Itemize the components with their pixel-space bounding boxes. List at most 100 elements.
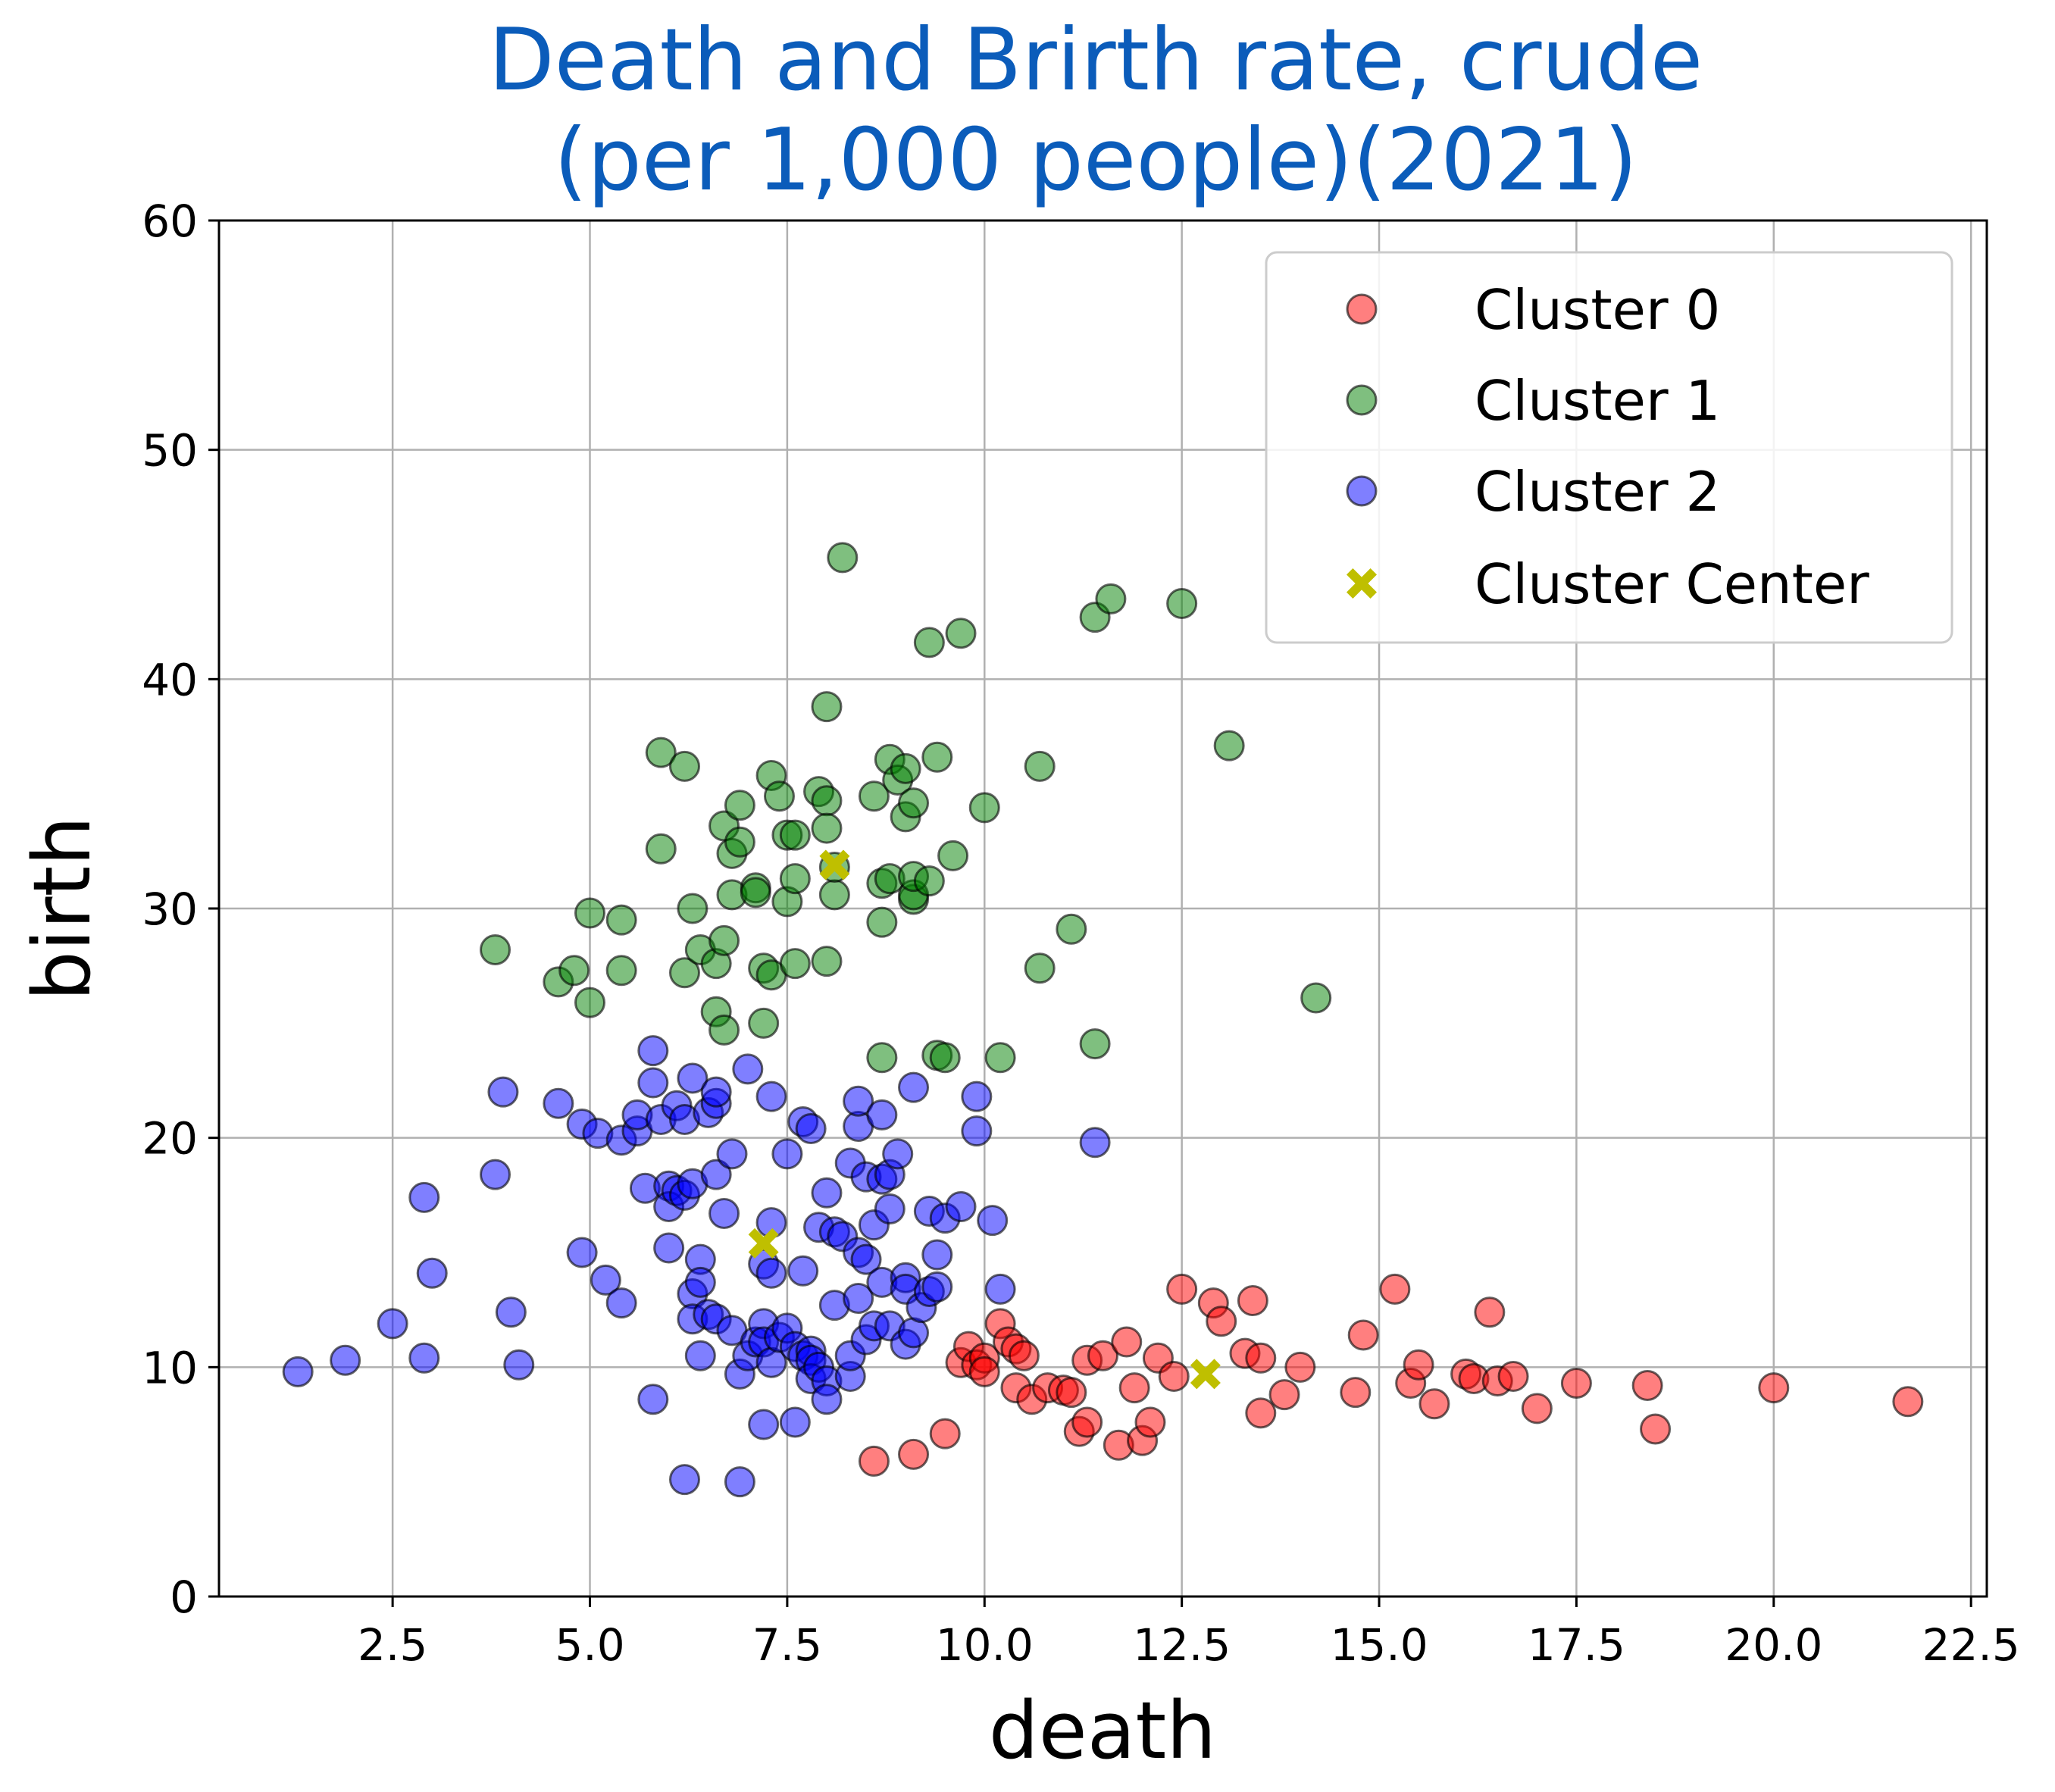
cluster-0-point bbox=[929, 1418, 961, 1450]
cluster-2-point bbox=[377, 1308, 408, 1340]
cluster-1-point bbox=[1300, 982, 1332, 1014]
cluster-0-point bbox=[1474, 1296, 1506, 1328]
cluster-1-point bbox=[1166, 587, 1198, 619]
cluster-1-point bbox=[811, 691, 843, 723]
cluster-1-point bbox=[605, 955, 637, 987]
cluster-2-point bbox=[843, 1283, 874, 1315]
y-axis-ticks: 0 10 20 30 40 50 60 bbox=[142, 195, 219, 1623]
cluster-1-point bbox=[1095, 583, 1127, 615]
cluster-2-point bbox=[748, 1409, 780, 1440]
y-tick-label: 30 bbox=[142, 883, 198, 935]
cluster-1-point bbox=[724, 790, 755, 821]
cluster-2-point bbox=[921, 1239, 953, 1271]
cluster-1-point bbox=[779, 863, 811, 895]
x-tick-label: 12.5 bbox=[1133, 1619, 1231, 1671]
cluster-2-point bbox=[755, 1081, 787, 1112]
cluster-1-point bbox=[811, 946, 843, 977]
cluster-0-point bbox=[1892, 1386, 1924, 1418]
x-tick-label: 2.5 bbox=[358, 1619, 427, 1671]
cluster-1-point bbox=[1056, 913, 1087, 945]
y-tick-label: 20 bbox=[142, 1113, 198, 1165]
cluster-1-point bbox=[921, 741, 953, 773]
cluster-1-point bbox=[748, 1007, 780, 1039]
cluster-2-point bbox=[590, 1264, 621, 1296]
legend-box bbox=[1265, 251, 1953, 644]
cluster-0-point bbox=[1268, 1379, 1300, 1411]
cluster-2-point bbox=[1079, 1127, 1111, 1159]
x-tick-label: 20.0 bbox=[1725, 1619, 1822, 1671]
cluster-2-point bbox=[866, 1099, 898, 1131]
cluster-0-point bbox=[968, 1356, 1000, 1387]
cluster-0-point bbox=[1111, 1326, 1143, 1358]
cluster-0-point bbox=[1758, 1372, 1790, 1404]
cluster-2-point bbox=[811, 1384, 843, 1415]
chart-title-line1: Death and Brirth rate, crude bbox=[489, 10, 1703, 110]
cluster-0-point bbox=[1284, 1351, 1316, 1383]
cluster-0-point bbox=[1087, 1340, 1118, 1371]
cluster-2-point bbox=[779, 1406, 811, 1438]
cluster-2-point bbox=[684, 1340, 716, 1371]
cluster-2-point bbox=[637, 1035, 669, 1067]
cluster-1-point bbox=[913, 627, 945, 658]
x-tick-label: 10.0 bbox=[936, 1619, 1034, 1671]
cluster-1-point bbox=[645, 833, 677, 865]
cluster-1-point bbox=[645, 737, 677, 768]
cluster-2-point bbox=[984, 1273, 1016, 1305]
cluster-2-point bbox=[921, 1271, 953, 1303]
legend-label-cluster-center: Cluster Center bbox=[1475, 552, 1869, 616]
legend-label-cluster-1: Cluster 1 bbox=[1475, 369, 1720, 433]
y-tick-label: 10 bbox=[142, 1342, 198, 1393]
cluster-1-point bbox=[811, 785, 843, 817]
cluster-1-point bbox=[708, 1014, 740, 1046]
cluster-0-point bbox=[1134, 1406, 1166, 1438]
cluster-0-point bbox=[858, 1445, 890, 1477]
cluster-1-point bbox=[708, 924, 740, 956]
cluster-2-point bbox=[843, 1085, 874, 1117]
cluster-2-point bbox=[408, 1342, 440, 1374]
y-tick-label: 0 bbox=[170, 1572, 198, 1623]
cluster-0-point bbox=[1521, 1393, 1553, 1425]
cluster-0-point bbox=[1497, 1360, 1529, 1392]
cluster-2-point bbox=[755, 1257, 787, 1289]
y-tick-label: 40 bbox=[142, 654, 198, 705]
cluster-2-point bbox=[668, 1464, 700, 1496]
cluster-center-marker bbox=[748, 1228, 779, 1259]
cluster-1-point bbox=[779, 819, 811, 851]
cluster-1-point bbox=[898, 787, 930, 819]
cluster-2-point bbox=[480, 1159, 511, 1190]
cluster-1-point bbox=[605, 904, 637, 936]
x-tick-label: 15.0 bbox=[1330, 1619, 1428, 1671]
cluster-0-point bbox=[898, 1438, 930, 1470]
cluster-1-point bbox=[668, 750, 700, 782]
cluster-2-point bbox=[945, 1190, 977, 1222]
cluster-2-point bbox=[961, 1081, 993, 1112]
cluster-2-point bbox=[566, 1237, 598, 1268]
cluster-2-point bbox=[724, 1466, 755, 1498]
legend-marker-cluster-2 bbox=[1346, 475, 1378, 507]
cluster-1-point bbox=[1024, 952, 1056, 984]
cluster-2-point bbox=[811, 1177, 843, 1209]
cluster-2-point bbox=[637, 1067, 669, 1099]
cluster-2-point bbox=[977, 1205, 1009, 1237]
x-axis-label: death bbox=[989, 1684, 1216, 1777]
cluster-2-point bbox=[874, 1193, 906, 1224]
legend: Cluster 0 Cluster 1 Cluster 2 Cluster Cente… bbox=[1265, 251, 1953, 644]
cluster-0-point bbox=[1631, 1370, 1663, 1402]
cluster-0-point bbox=[1640, 1413, 1672, 1445]
cluster-1-point bbox=[913, 865, 945, 897]
legend-marker-cluster-0 bbox=[1346, 293, 1378, 325]
x-tick-label: 17.5 bbox=[1528, 1619, 1625, 1671]
cluster-1-point bbox=[1213, 730, 1245, 762]
legend-marker-cluster-center bbox=[1347, 568, 1377, 599]
cluster-1-point bbox=[811, 812, 843, 844]
cluster-1-point bbox=[818, 879, 850, 911]
cluster-0-point bbox=[1071, 1406, 1103, 1438]
legend-marker-cluster-1 bbox=[1346, 384, 1378, 416]
cluster-2-point bbox=[653, 1232, 685, 1264]
cluster-1-point bbox=[574, 897, 606, 929]
cluster-0-point bbox=[1340, 1377, 1372, 1409]
cluster-2-point bbox=[898, 1071, 930, 1103]
cluster-0-point bbox=[1237, 1285, 1268, 1317]
cluster-2-point bbox=[416, 1257, 448, 1289]
cluster-1-point bbox=[740, 877, 771, 909]
